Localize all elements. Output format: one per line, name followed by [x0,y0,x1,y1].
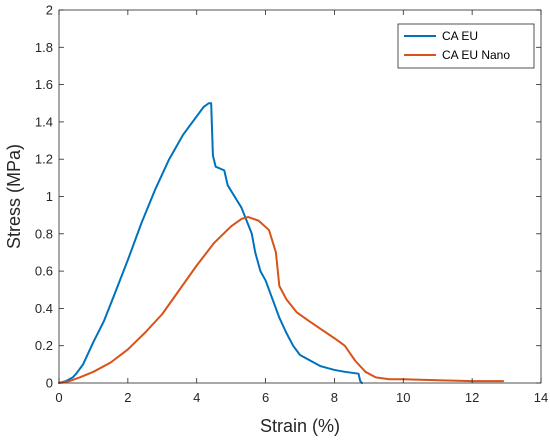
y-tick-label: 1.8 [35,40,53,55]
x-axis-title: Strain (%) [260,416,340,436]
x-tick-label: 12 [465,390,479,405]
legend-label: CA EU Nano [442,48,510,62]
y-tick-label: 1.4 [35,114,53,129]
series-layer [58,102,505,384]
y-tick-label: 1.2 [35,152,53,167]
series-line-1 [58,102,363,384]
x-tick-label: 0 [55,390,62,405]
x-tick-label: 10 [396,390,410,405]
legend: CA EU CA EU Nano [397,23,535,69]
plot-area [59,10,541,383]
legend-box [397,23,535,69]
x-tick-label: 14 [534,390,548,405]
y-axis-title: Stress (MPa) [4,144,24,249]
legend-label: CA EU [442,29,478,43]
plot-background [59,10,541,383]
series-line-2 [58,216,505,384]
y-tick-label: 0.4 [35,301,53,316]
x-tick-label: 4 [193,390,200,405]
y-tick-label: 1.6 [35,77,53,92]
x-tick-label: 6 [262,390,269,405]
y-tick-label: 0.2 [35,338,53,353]
axes-layer: 0 2 4 6 8 10 12 14 0 0.2 0.4 0.6 0.8 1 1.2 1.4 1.6 1.8 2 [35,3,548,406]
y-tick-label: 0 [46,376,53,391]
y-tick-label: 1 [46,189,53,204]
x-tick-label: 8 [331,390,338,405]
y-tick-label: 0.8 [35,226,53,241]
y-tick-label: 0.6 [35,264,53,279]
x-tick-label: 2 [124,390,131,405]
y-tick-label: 2 [46,3,53,18]
